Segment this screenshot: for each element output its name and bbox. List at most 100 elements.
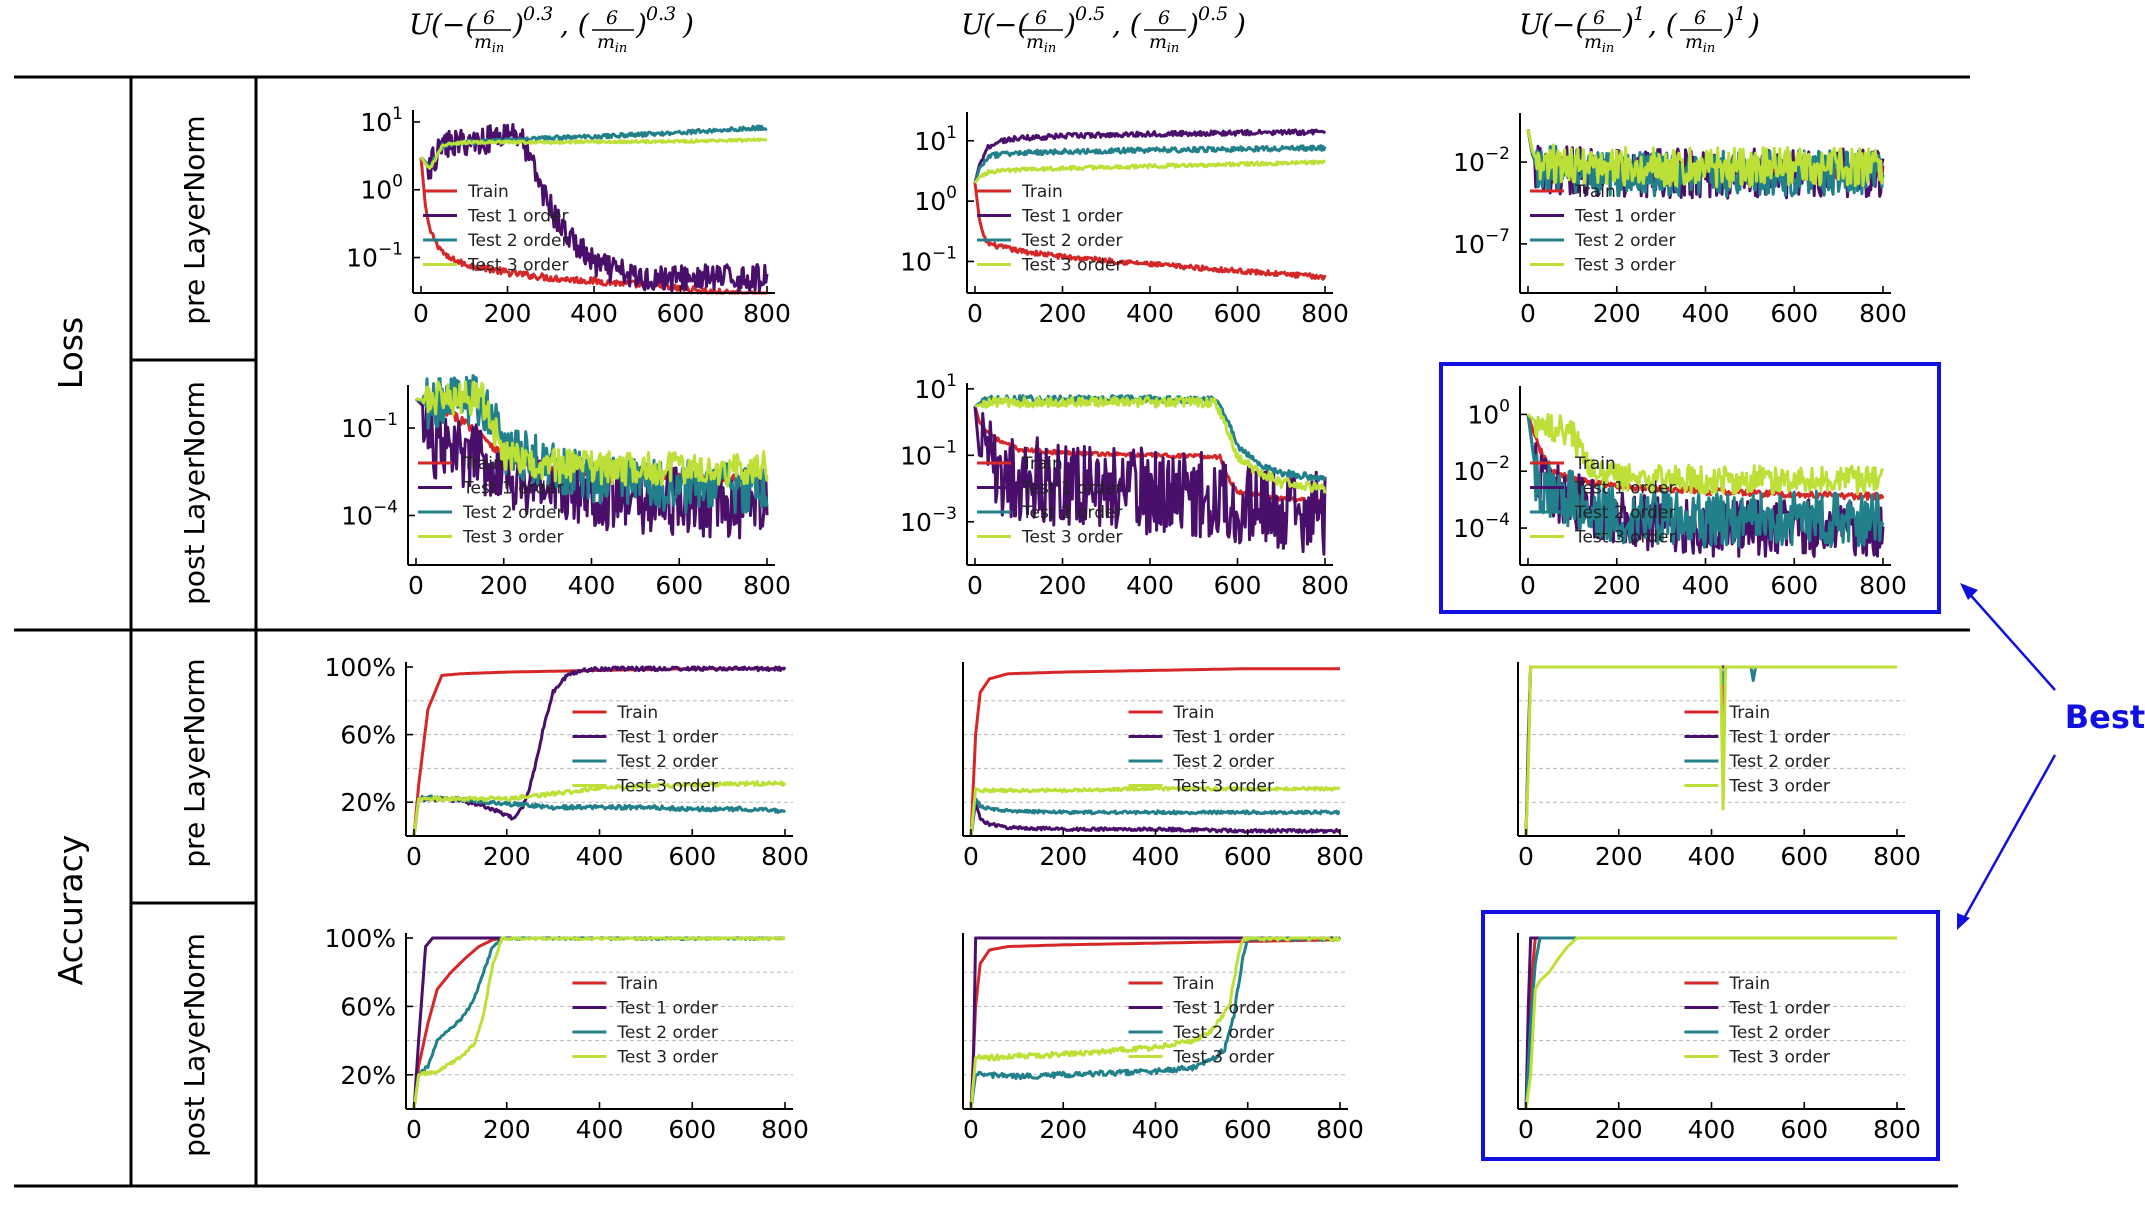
frac-subscript: in: [615, 41, 628, 56]
legend-label: Test 3 order: [467, 256, 568, 276]
frac-numerator: 6: [1035, 7, 1047, 29]
series-line-train: [1524, 665, 1898, 837]
x-tick-label: 800: [1859, 571, 1907, 600]
x-tick-label: 800: [1316, 1115, 1364, 1144]
legend: Train Test 1 order Test 2 order Test 3 orde…: [977, 182, 1122, 276]
legend-label: Test 1 order: [1173, 999, 1274, 1019]
chart-acc-post-a: 0 200 400 600 800 100% 60% 20% Train Test 1 order…: [325, 924, 809, 1144]
legend-label: Train: [1574, 182, 1616, 202]
x-tick-label: 0: [963, 1115, 979, 1144]
series-line-test-2-order: [973, 144, 1327, 184]
series-line-test-3-order: [415, 380, 769, 488]
column-title-3: U(−(6m in) 1, (6m in) 1): [1519, 3, 1760, 56]
series-line-test-3-order: [1526, 412, 1885, 496]
exponent-hi: 0.3: [646, 3, 676, 25]
frac-denominator: m: [1026, 31, 1044, 53]
legend-label: Test 2 order: [1021, 231, 1122, 251]
series-line-train: [1524, 936, 1898, 1110]
column-title-2: U(−(6m in) 0.5, (6m in) 0.5): [961, 3, 1246, 56]
frac-subscript: in: [1044, 41, 1057, 56]
frac-numerator: 6: [1694, 7, 1706, 29]
legend-label: Train: [1173, 974, 1215, 994]
legend-label: Train: [1728, 703, 1770, 723]
x-tick-label: 0: [408, 571, 424, 600]
exponent-lo: 1: [1633, 3, 1645, 25]
fraction-hi: 6m in: [1144, 7, 1186, 56]
legend: Train Test 1 order Test 2 order Test 3 orde…: [1128, 703, 1274, 797]
exponent-hi: 1: [1734, 3, 1746, 25]
legend-label: Test 2 order: [1173, 1023, 1274, 1043]
legend: Train Test 1 order Test 2 order Test 3 orde…: [977, 454, 1122, 548]
series-line-test-2-order: [1524, 936, 1898, 1110]
x-tick-label: 0: [967, 571, 983, 600]
table-frame: [14, 75, 1970, 1188]
legend-label: Test 2 order: [462, 503, 563, 523]
chart-acc-pre-a: 0 200 400 600 800 100% 60% 20% Train Test 1 order…: [325, 653, 809, 871]
y-tick-label: 60%: [340, 721, 396, 750]
legend-label: Test 3 order: [1574, 256, 1675, 276]
y-tick-label: 10−2: [1453, 453, 1510, 486]
legend-label: Test 2 order: [1728, 752, 1829, 772]
x-tick-label: 800: [743, 571, 791, 600]
legend-label: Test 3 order: [1021, 528, 1122, 548]
series-line-test-3-order: [419, 137, 768, 170]
x-tick-label: 200: [1039, 299, 1087, 328]
legend: Train Test 1 order Test 2 order Test 3 orde…: [1530, 182, 1675, 276]
dist-symbol: U: [409, 8, 434, 41]
y-tick-label: 10−4: [1453, 510, 1510, 543]
y-tick-label: 10−7: [1453, 226, 1510, 259]
row-group-label-loss: Loss: [51, 317, 90, 389]
x-tick-label: 800: [1859, 299, 1907, 328]
legend-label: Test 2 order: [1021, 503, 1122, 523]
y-tick-label: 101: [914, 371, 957, 404]
close-paren: ): [1622, 8, 1634, 41]
legend-label: Test 2 order: [616, 752, 717, 772]
series-line-train: [973, 182, 1327, 281]
x-tick-label: 400: [1682, 299, 1730, 328]
x-tick-label: 200: [480, 571, 528, 600]
frac-denominator: m: [1584, 31, 1602, 53]
x-tick-label: 200: [484, 299, 532, 328]
close-paren-outer: ): [682, 8, 694, 41]
open-paren: (−(: [1541, 8, 1587, 41]
x-tick-label: 200: [1039, 571, 1087, 600]
x-tick-label: 0: [406, 842, 422, 871]
x-tick-label: 0: [1518, 1115, 1534, 1144]
x-tick-label: 600: [1224, 1115, 1272, 1144]
legend-label: Test 1 order: [1021, 479, 1122, 499]
legend-label: Test 3 order: [462, 528, 563, 548]
comma: , (: [560, 8, 590, 41]
y-tick-label: 100%: [325, 924, 396, 953]
x-tick-label: 400: [570, 299, 618, 328]
legend: Train Test 1 order Test 2 order Test 3 orde…: [418, 454, 563, 548]
best-arrowhead-upper: [1960, 583, 1978, 600]
legend-label: Test 1 order: [616, 728, 717, 748]
comma: , (: [1112, 8, 1142, 41]
best-annotation: Best: [1439, 362, 2145, 1161]
series-line-train: [969, 938, 1341, 1110]
series-line-test-1-order: [1524, 665, 1898, 837]
fraction-hi: 6m in: [592, 7, 634, 56]
best-label: Best: [2065, 698, 2145, 736]
series-line-test-2-order: [1524, 665, 1898, 837]
y-tick-label: 10−3: [900, 504, 957, 537]
legend: Train Test 1 order Test 2 order Test 3 orde…: [572, 703, 718, 797]
chart-acc-pre-c: 0 200 400 600 800 Train Test 1 order Test 2 ord…: [1517, 662, 1921, 871]
x-tick-label: 600: [1224, 842, 1272, 871]
series-line-test-3-order: [969, 785, 1341, 837]
series-line-test-3-order: [412, 780, 787, 837]
legend-label: Test 3 order: [1173, 777, 1274, 797]
close-paren-outer: ): [1234, 8, 1246, 41]
x-tick-label: 800: [1301, 299, 1349, 328]
x-tick-label: 600: [1780, 1115, 1828, 1144]
legend: Train Test 1 order Test 2 order Test 3 orde…: [1684, 703, 1830, 797]
chart-loss-post-b: 0 200 400 600 800 101 10−1 10−3 Train Test 1 orde…: [900, 371, 1349, 600]
series-line-test-3-order: [974, 395, 1327, 494]
x-tick-label: 800: [1873, 1115, 1921, 1144]
x-tick-label: 0: [1520, 299, 1536, 328]
series-line-test-3-order: [1524, 665, 1898, 837]
legend-label: Test 3 order: [1728, 1048, 1829, 1068]
series-line-test-1-order: [969, 936, 1341, 1110]
legend-label: Test 2 order: [1728, 1023, 1829, 1043]
series-line-test-3-order: [1524, 936, 1898, 1110]
